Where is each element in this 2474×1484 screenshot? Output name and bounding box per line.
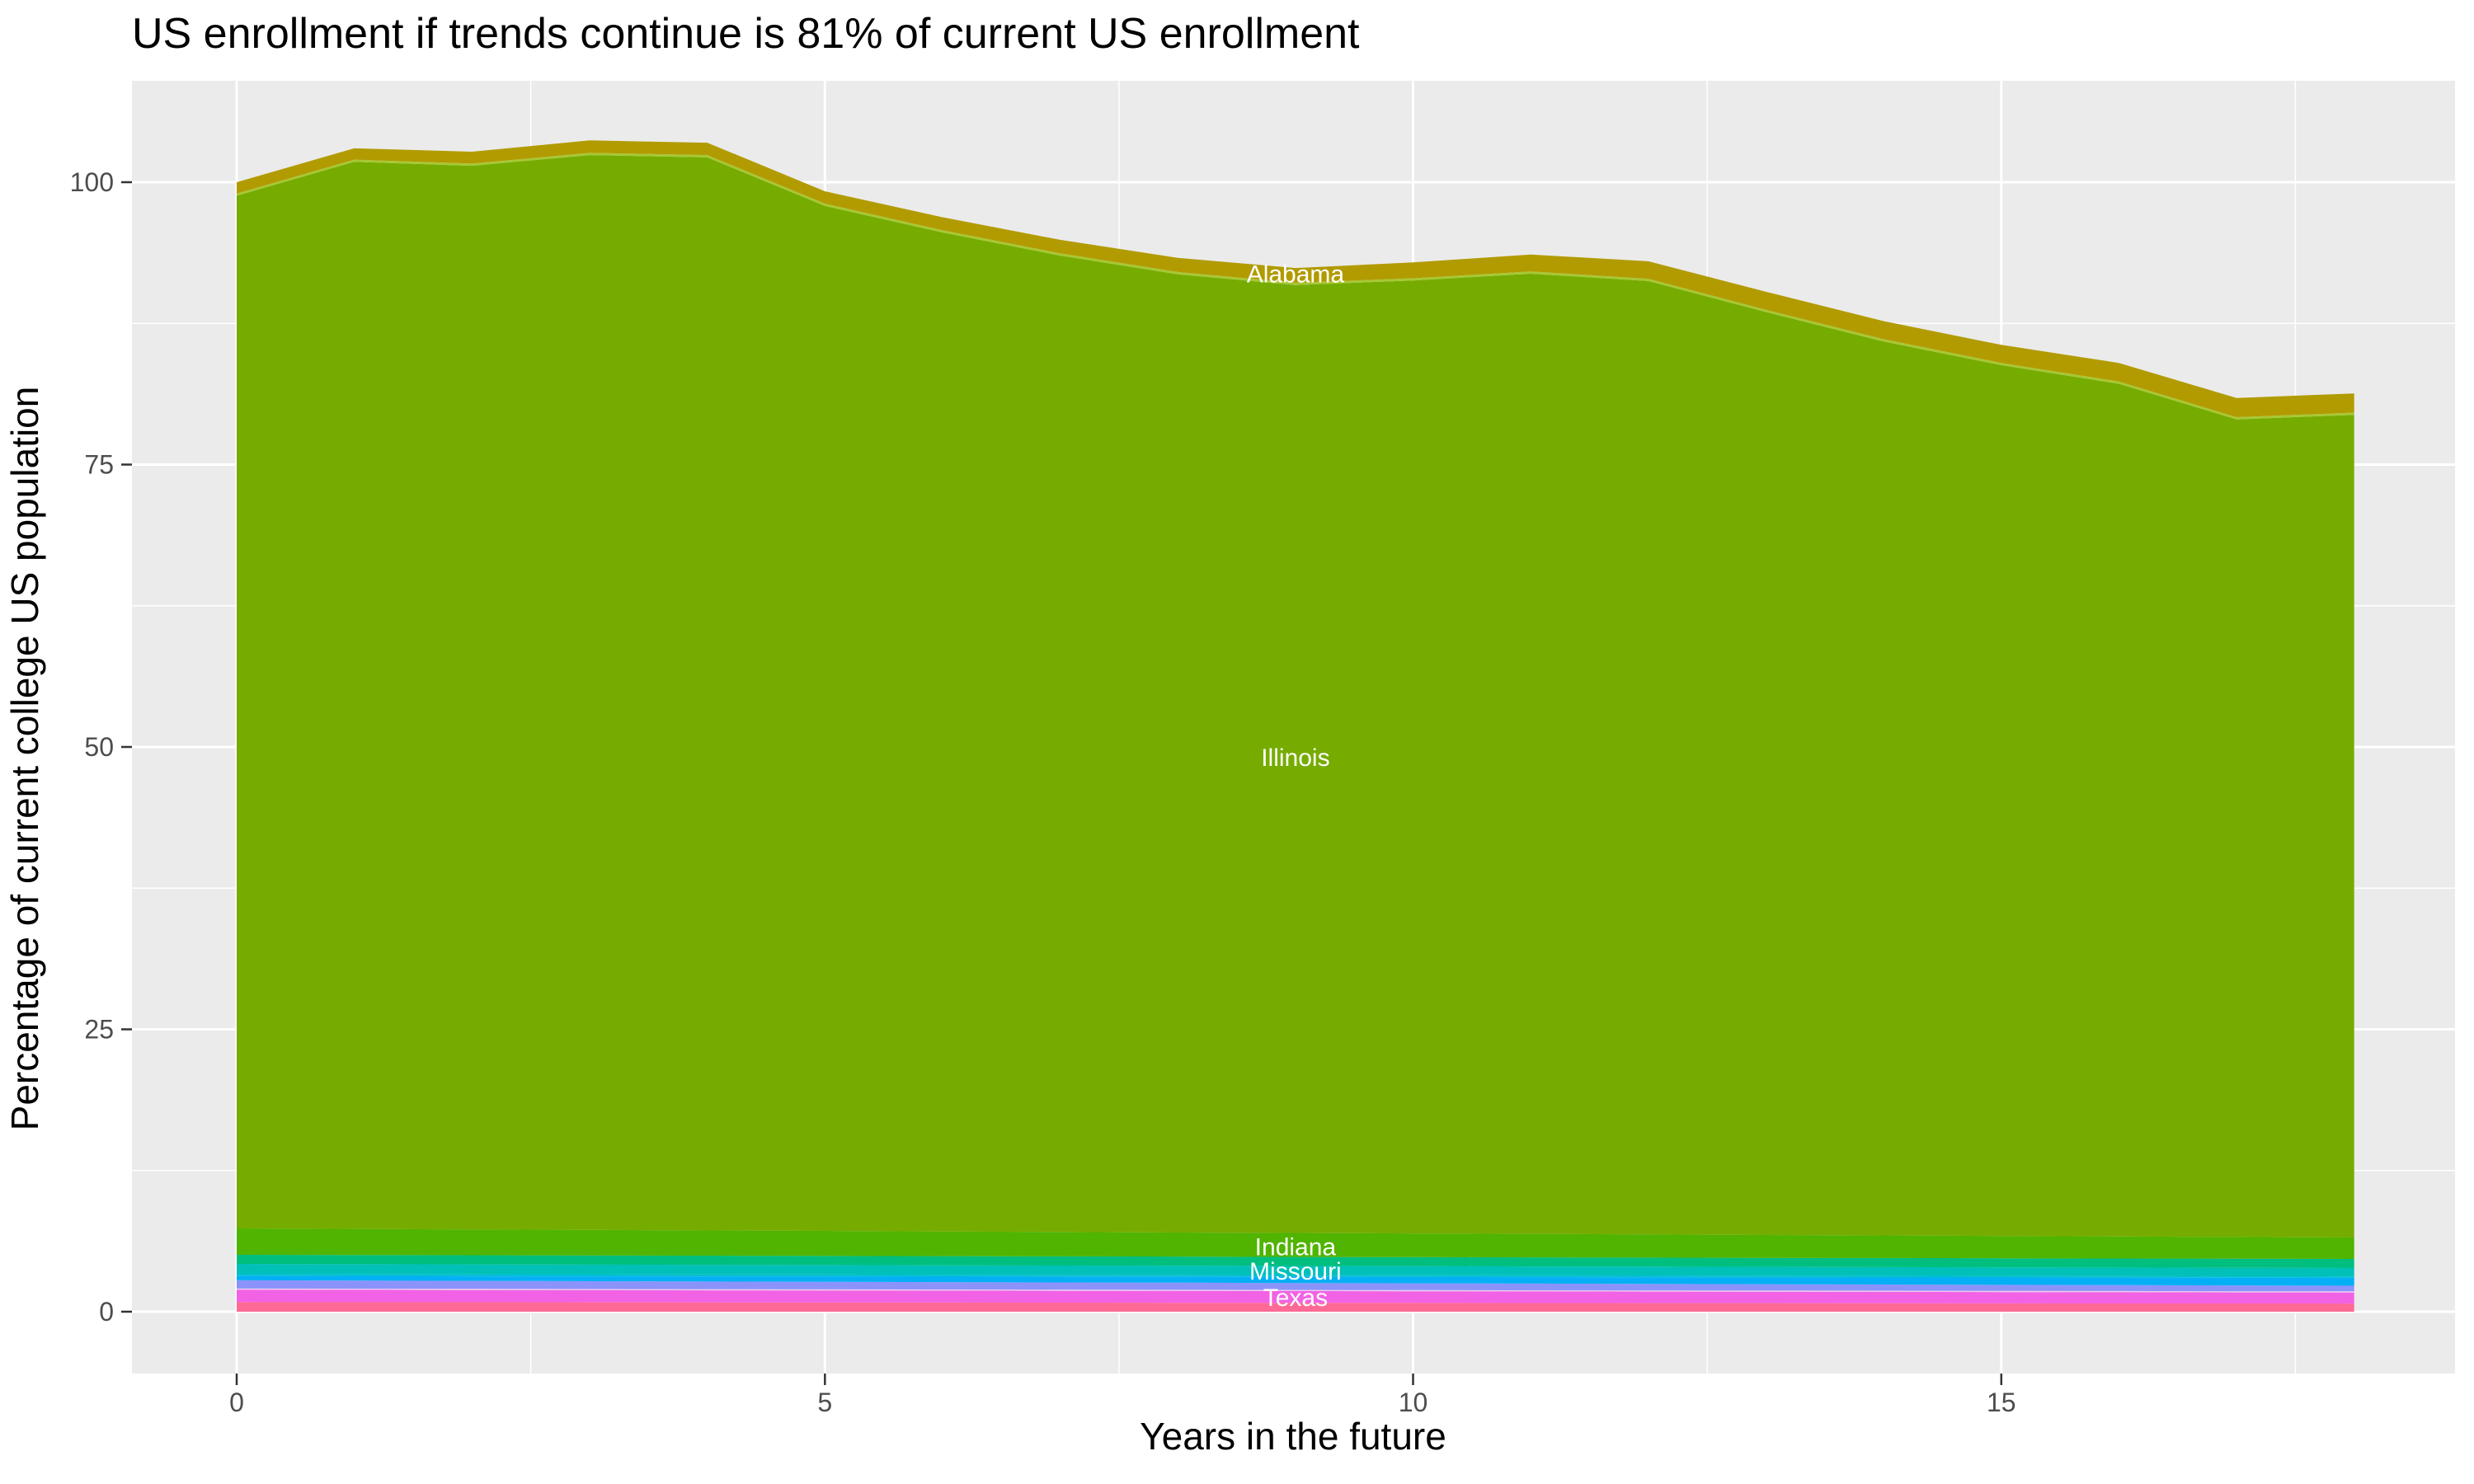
state-label-illinois: Illinois — [1261, 744, 1329, 772]
state-label-indiana: Indiana — [1255, 1234, 1337, 1261]
y-axis-title: Percentage of current college US populat… — [3, 387, 46, 1131]
state-label-texas: Texas — [1263, 1284, 1328, 1312]
area-band-cyan-band — [237, 1274, 2354, 1278]
x-tick-label-0: 0 — [229, 1388, 244, 1417]
y-tick-label-50: 50 — [84, 732, 114, 762]
area-band-pale-band — [237, 1288, 2354, 1293]
area-band-illinois — [237, 155, 2354, 1238]
state-label-missouri: Missouri — [1249, 1258, 1342, 1285]
area-band-texas — [237, 1289, 2354, 1304]
y-tick-label-100: 100 — [70, 167, 114, 197]
chart-title: US enrollment if trends continue is 81% … — [132, 10, 1360, 58]
state-label-alabama: Alabama — [1247, 261, 1345, 289]
area-band-pink-band — [237, 1302, 2354, 1312]
y-tick-label-25: 25 — [84, 1015, 114, 1045]
x-axis-title: Years in the future — [1140, 1415, 1446, 1458]
y-tick-label-75: 75 — [84, 450, 114, 480]
area-band-indiana — [237, 1228, 2354, 1259]
area-band-periwinkle-band — [237, 1280, 2354, 1292]
y-tick-label-0: 0 — [99, 1297, 114, 1327]
area-band-blue-band — [237, 1275, 2354, 1286]
area-band-emerald-band — [237, 1255, 2354, 1268]
area-band-missouri — [237, 1264, 2354, 1277]
x-tick-label-5: 5 — [817, 1388, 832, 1417]
x-tick-label-15: 15 — [1987, 1388, 2016, 1417]
area-band-alabama — [237, 140, 2354, 418]
x-tick-label-10: 10 — [1399, 1388, 1428, 1417]
